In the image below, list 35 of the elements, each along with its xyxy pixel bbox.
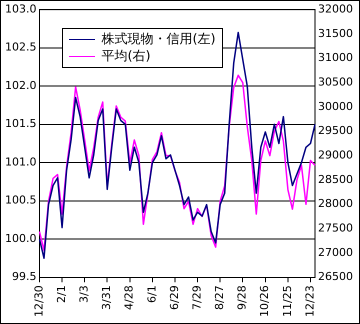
y2-tick-label: 32000 bbox=[318, 2, 354, 16]
x-tick-label: 9/28 bbox=[236, 285, 249, 310]
y2-tick-label: 29000 bbox=[318, 148, 354, 162]
y-tick-label: 101.0 bbox=[4, 155, 36, 168]
x-tick-label: 3/3 bbox=[78, 285, 91, 304]
y-tick-label: 103.0 bbox=[4, 2, 36, 16]
y2-tick-label: 31000 bbox=[318, 51, 354, 64]
legend-label: 株式現物・信用(左) bbox=[101, 30, 216, 48]
x-tick-label: 3/31 bbox=[100, 285, 114, 310]
y2-tick-label: 30500 bbox=[318, 75, 354, 88]
x-tick-label: 4/28 bbox=[122, 285, 136, 310]
y2-tick-label: 27000 bbox=[318, 246, 354, 259]
x-tick-label: 11/25 bbox=[280, 285, 294, 318]
x-tick-label: 2/1 bbox=[54, 285, 68, 304]
x-tick-label: 6/29 bbox=[168, 285, 181, 310]
legend-label: 平均(右) bbox=[101, 48, 151, 65]
x-tick-label: 10/26 bbox=[258, 285, 272, 318]
y-tick-label: 99.5 bbox=[12, 270, 36, 284]
y2-tick-label: 27500 bbox=[318, 221, 354, 234]
x-tick-label: 12/23 bbox=[303, 285, 316, 318]
x-tick-label: 12/30 bbox=[32, 285, 46, 318]
x-tick-label: 8/27 bbox=[213, 285, 226, 310]
y-tick-label: 102.5 bbox=[4, 40, 36, 54]
y-tick-label: 101.5 bbox=[4, 117, 36, 130]
y-tick-label: 100.5 bbox=[4, 194, 36, 207]
y-tick-label: 102.0 bbox=[4, 78, 36, 92]
x-tick-label: 6/1 bbox=[145, 285, 158, 304]
y2-tick-label: 30000 bbox=[318, 100, 354, 113]
x-tick-label: 7/29 bbox=[190, 285, 204, 310]
y-tick-label: 100.0 bbox=[4, 232, 36, 245]
y2-tick-label: 29500 bbox=[318, 124, 354, 138]
y2-tick-label: 28000 bbox=[318, 197, 354, 210]
y2-tick-label: 28500 bbox=[318, 172, 354, 186]
y2-tick-label: 31500 bbox=[318, 26, 354, 40]
y2-tick-label: 26500 bbox=[318, 270, 354, 284]
